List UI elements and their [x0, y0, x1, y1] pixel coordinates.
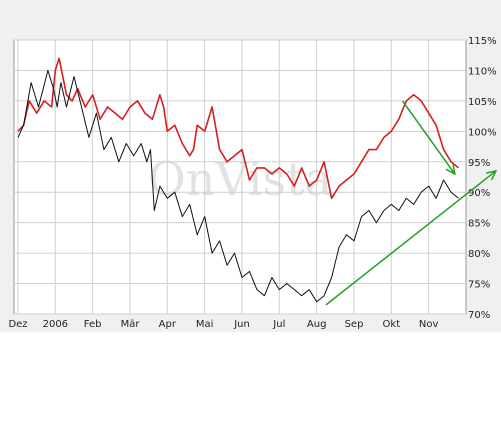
x-tick-label: Mär — [121, 319, 141, 330]
y-tick-label: 80% — [468, 249, 490, 260]
trend-arrow-line-2 — [325, 170, 497, 306]
x-tick-label: Jun — [233, 319, 250, 330]
x-tick-label: Mai — [196, 319, 214, 330]
watermark: OnVista — [148, 152, 332, 206]
series-line-2 — [17, 69, 459, 303]
series-line-1 — [17, 57, 460, 200]
y-tick-label: 90% — [468, 188, 490, 199]
y-tick-label: 95% — [468, 158, 490, 169]
x-tick-label: Feb — [84, 319, 102, 330]
plot-area — [13, 39, 467, 315]
trend-arrow-head-2 — [485, 169, 498, 181]
y-tick-label: 105% — [468, 97, 497, 108]
x-tick-label: Dez — [8, 319, 27, 330]
y-tick-label: 110% — [468, 66, 497, 77]
y-tick-label: 70% — [468, 310, 490, 321]
y-tick-label: 85% — [468, 219, 490, 230]
x-tick-label: Jul — [272, 319, 285, 330]
grid — [14, 39, 466, 315]
x-tick-label: 2006 — [43, 319, 68, 330]
x-tick-label: Okt — [383, 319, 401, 330]
y-tick-label: 100% — [468, 127, 497, 138]
trend-arrow-line-1 — [401, 100, 456, 175]
y-tick-label: 75% — [468, 280, 490, 291]
y-axis-labels: 115% 110% 105% 100% 95% 90% 85% 80% 75% 70% — [468, 36, 497, 321]
x-tick-label: Sep — [345, 319, 364, 330]
y-tick-label: 115% — [468, 36, 497, 47]
x-tick-label: Aug — [307, 319, 327, 330]
trend-arrow-head-1 — [445, 163, 456, 176]
x-tick-label: Apr — [159, 319, 177, 330]
series-layer — [17, 57, 460, 303]
x-tick-label: Nov — [419, 319, 439, 330]
x-axis-labels: Dez 2006 Feb Mär Apr Mai Jun Jul Aug Sep Okt Nov — [8, 319, 438, 330]
annotation-layer — [325, 100, 498, 306]
